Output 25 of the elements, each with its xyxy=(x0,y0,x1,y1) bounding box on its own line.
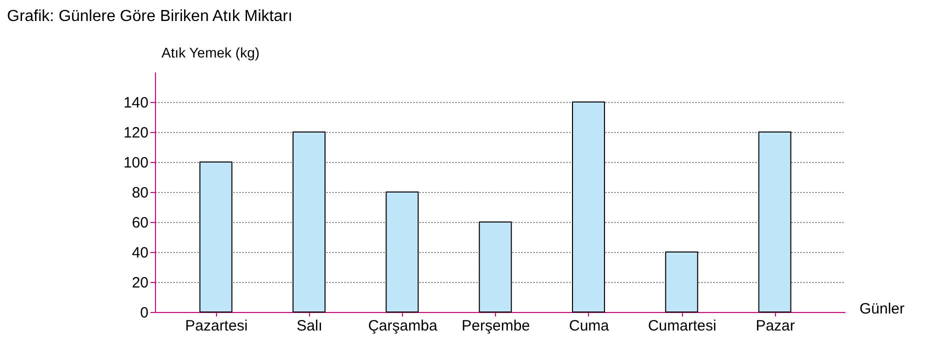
x-tick-label: Cumartesi xyxy=(648,318,716,334)
y-tick-label: 20 xyxy=(132,274,148,292)
chart-title: Grafik: Günlere Göre Biriken Atık Miktarı xyxy=(7,8,292,25)
bar xyxy=(758,132,792,312)
x-tick-label: Çarşamba xyxy=(368,318,438,334)
y-tick-label: 100 xyxy=(123,154,148,172)
x-axis-title: Günler xyxy=(860,300,905,318)
bar xyxy=(572,102,605,312)
x-tick-label: Pazar xyxy=(756,318,795,334)
y-tick-label: 80 xyxy=(132,184,148,202)
x-tick-label: Cuma xyxy=(568,318,610,334)
bar xyxy=(292,132,326,312)
bar xyxy=(199,162,232,312)
y-tick-label: 40 xyxy=(132,244,148,262)
x-tick-label: Salı xyxy=(296,318,322,334)
y-tick-label: 0 xyxy=(140,304,148,322)
y-tick-label: 120 xyxy=(123,124,148,142)
x-tick-label: Pazartesi xyxy=(185,318,248,334)
bar xyxy=(665,252,698,312)
x-tick-label: Perşembe xyxy=(462,318,530,334)
y-tick-label: 140 xyxy=(123,94,148,112)
bar xyxy=(386,192,419,312)
y-tick-label: 60 xyxy=(132,214,148,232)
y-axis-title: Atık Yemek (kg) xyxy=(162,44,260,60)
bar xyxy=(478,222,512,312)
